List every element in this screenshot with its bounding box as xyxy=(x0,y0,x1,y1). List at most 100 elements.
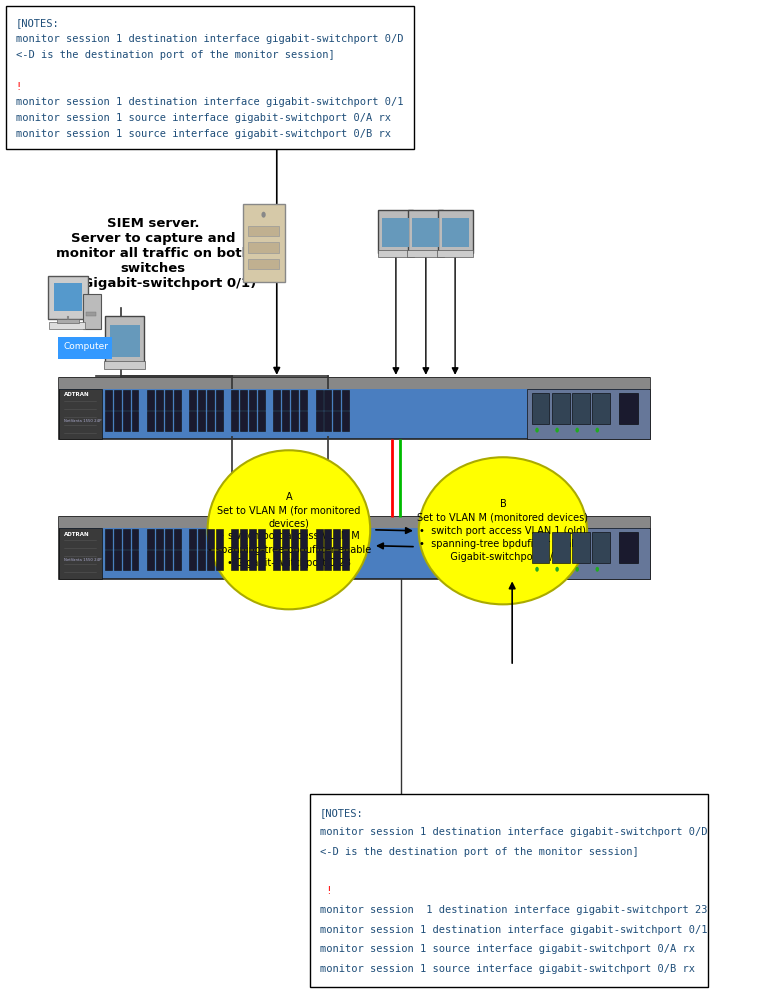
FancyBboxPatch shape xyxy=(59,516,650,529)
FancyBboxPatch shape xyxy=(114,390,121,410)
FancyBboxPatch shape xyxy=(241,529,247,549)
FancyBboxPatch shape xyxy=(123,390,130,410)
FancyBboxPatch shape xyxy=(310,794,709,987)
FancyBboxPatch shape xyxy=(231,411,238,430)
FancyBboxPatch shape xyxy=(231,529,238,549)
FancyBboxPatch shape xyxy=(378,250,414,257)
FancyBboxPatch shape xyxy=(198,390,205,410)
FancyBboxPatch shape xyxy=(56,319,79,323)
FancyBboxPatch shape xyxy=(342,390,348,410)
FancyBboxPatch shape xyxy=(592,393,610,423)
FancyBboxPatch shape xyxy=(315,390,322,410)
Text: NetVanta 1550 24P: NetVanta 1550 24P xyxy=(64,418,102,422)
FancyBboxPatch shape xyxy=(409,210,443,253)
FancyBboxPatch shape xyxy=(572,533,590,563)
FancyBboxPatch shape xyxy=(173,390,180,410)
FancyBboxPatch shape xyxy=(258,550,264,570)
FancyBboxPatch shape xyxy=(333,550,340,570)
FancyBboxPatch shape xyxy=(6,6,414,149)
FancyBboxPatch shape xyxy=(274,390,281,410)
FancyBboxPatch shape xyxy=(618,393,638,423)
Circle shape xyxy=(555,427,559,432)
FancyBboxPatch shape xyxy=(258,390,264,410)
FancyBboxPatch shape xyxy=(147,390,154,410)
FancyBboxPatch shape xyxy=(147,529,154,549)
Text: monitor session 1 destination interface gigabit-switchport 0/D: monitor session 1 destination interface … xyxy=(319,827,707,837)
Text: ADTRAN: ADTRAN xyxy=(64,532,89,537)
Text: [NOTES:: [NOTES: xyxy=(319,808,363,818)
FancyBboxPatch shape xyxy=(552,533,570,563)
Text: B
Set to VLAN M (monitored devices)
•  switch port access VLAN 1 (old)
•  spanni: B Set to VLAN M (monitored devices) • sw… xyxy=(417,499,588,563)
FancyBboxPatch shape xyxy=(114,550,121,570)
FancyBboxPatch shape xyxy=(207,529,214,549)
FancyBboxPatch shape xyxy=(527,389,650,439)
FancyBboxPatch shape xyxy=(300,529,307,549)
FancyBboxPatch shape xyxy=(216,550,223,570)
FancyBboxPatch shape xyxy=(104,361,145,369)
FancyBboxPatch shape xyxy=(274,411,281,430)
FancyBboxPatch shape xyxy=(315,529,322,549)
FancyBboxPatch shape xyxy=(132,550,139,570)
FancyBboxPatch shape xyxy=(207,411,214,430)
FancyBboxPatch shape xyxy=(165,390,172,410)
FancyBboxPatch shape xyxy=(300,390,307,410)
FancyBboxPatch shape xyxy=(231,550,238,570)
FancyBboxPatch shape xyxy=(59,389,102,439)
FancyBboxPatch shape xyxy=(248,226,279,237)
FancyBboxPatch shape xyxy=(173,529,180,549)
FancyBboxPatch shape xyxy=(342,550,348,570)
FancyBboxPatch shape xyxy=(532,533,550,563)
FancyBboxPatch shape xyxy=(592,533,610,563)
FancyBboxPatch shape xyxy=(436,250,473,257)
Text: <-D is the destination port of the monitor session]: <-D is the destination port of the monit… xyxy=(319,847,638,857)
Circle shape xyxy=(595,427,599,432)
Text: NetVanta 1550 24P: NetVanta 1550 24P xyxy=(64,558,102,562)
FancyBboxPatch shape xyxy=(333,390,340,410)
FancyBboxPatch shape xyxy=(190,529,197,549)
FancyBboxPatch shape xyxy=(147,550,154,570)
Text: !: ! xyxy=(15,82,22,91)
FancyBboxPatch shape xyxy=(59,337,112,359)
FancyBboxPatch shape xyxy=(114,529,121,549)
FancyBboxPatch shape xyxy=(114,411,121,430)
FancyBboxPatch shape xyxy=(291,411,298,430)
FancyBboxPatch shape xyxy=(274,550,281,570)
FancyBboxPatch shape xyxy=(291,550,298,570)
FancyBboxPatch shape xyxy=(438,210,473,253)
FancyBboxPatch shape xyxy=(123,550,130,570)
Ellipse shape xyxy=(419,457,587,604)
FancyBboxPatch shape xyxy=(173,411,180,430)
FancyBboxPatch shape xyxy=(300,550,307,570)
Circle shape xyxy=(595,567,599,572)
FancyBboxPatch shape xyxy=(572,393,590,423)
FancyBboxPatch shape xyxy=(315,550,322,570)
FancyBboxPatch shape xyxy=(532,393,550,423)
Text: Computer: Computer xyxy=(63,342,108,352)
FancyBboxPatch shape xyxy=(249,529,256,549)
FancyBboxPatch shape xyxy=(59,377,650,390)
Text: monitor session 1 source interface gigabit-switchport 0/B rx: monitor session 1 source interface gigab… xyxy=(15,129,391,139)
FancyBboxPatch shape xyxy=(106,550,113,570)
FancyBboxPatch shape xyxy=(216,529,223,549)
FancyBboxPatch shape xyxy=(198,411,205,430)
FancyBboxPatch shape xyxy=(190,550,197,570)
FancyBboxPatch shape xyxy=(379,210,413,253)
FancyBboxPatch shape xyxy=(123,529,130,549)
FancyBboxPatch shape xyxy=(552,393,570,423)
Circle shape xyxy=(575,567,579,572)
Text: ADTRAN: ADTRAN xyxy=(64,393,89,398)
FancyBboxPatch shape xyxy=(123,411,130,430)
FancyBboxPatch shape xyxy=(156,550,163,570)
FancyBboxPatch shape xyxy=(248,243,279,252)
FancyBboxPatch shape xyxy=(325,529,332,549)
FancyBboxPatch shape xyxy=(106,390,113,410)
FancyBboxPatch shape xyxy=(198,550,205,570)
FancyBboxPatch shape xyxy=(325,550,332,570)
FancyBboxPatch shape xyxy=(132,390,139,410)
FancyBboxPatch shape xyxy=(325,390,332,410)
FancyBboxPatch shape xyxy=(207,550,214,570)
FancyBboxPatch shape xyxy=(173,550,180,570)
FancyBboxPatch shape xyxy=(165,550,172,570)
Circle shape xyxy=(535,567,539,572)
FancyBboxPatch shape xyxy=(109,325,140,357)
